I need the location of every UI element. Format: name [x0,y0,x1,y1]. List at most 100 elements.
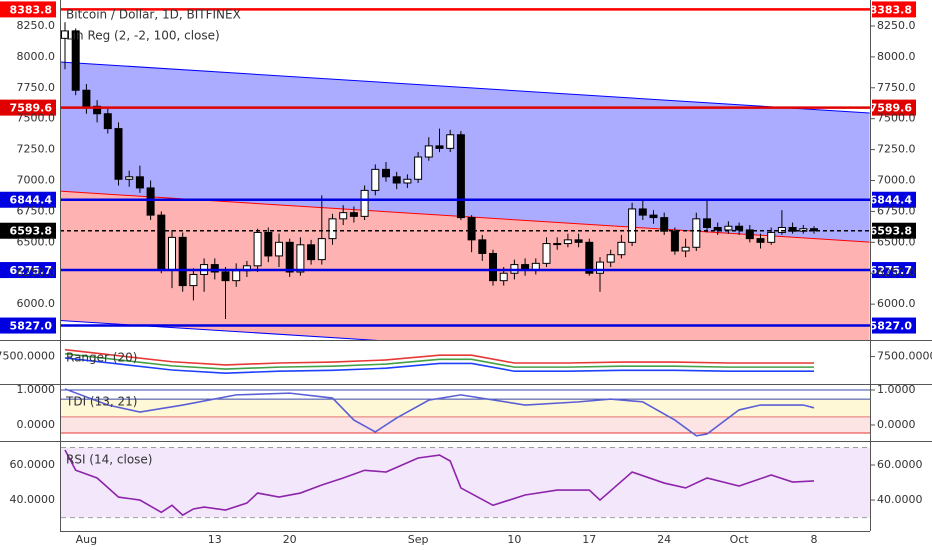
x-tick-label: Oct [730,533,750,546]
indicator-line [64,449,815,517]
candle-body [71,30,80,91]
y-tick-label: 7500.0000 [877,350,932,363]
candle-body [649,214,658,219]
pane-title: Ranger (20) [66,351,137,365]
candle-body [275,241,283,257]
chart-title: Bitcoin / Dollar, 1D, BITFINEX [66,8,241,22]
candle-body [767,231,776,243]
candle-body [114,128,123,180]
y-tick-label: 6500.0 [17,235,56,248]
candle-body [713,226,722,231]
candle-body [670,230,679,252]
y-tick-label: 40.0000 [10,493,56,506]
price-label-box [872,1,916,18]
price-label-box [872,262,916,279]
price-label: 8383.8 [10,3,52,16]
candle-body [253,231,262,267]
candle-body [446,134,455,149]
price-label: 6593.8 [870,225,912,238]
y-tick-label: 6000.0 [17,297,56,310]
candle-body [328,218,337,240]
x-tick-label: 13 [208,533,222,546]
price-label-box [0,317,56,334]
x-tick-label: 8 [811,533,818,546]
pane-title: TDI (13, 21) [65,395,137,409]
price-label: 6844.4 [10,194,53,207]
price-label: 7589.6 [10,102,53,115]
pane-title: RSI (14, close) [66,453,152,467]
candle-body [435,145,444,149]
price-label-box [872,317,916,334]
candle-body [403,178,412,184]
candle-body [788,226,797,232]
candle-body [382,168,390,178]
y-tick-label: 1.0000 [877,383,916,396]
y-tick-label: 6250.0 [17,266,56,279]
y-tick-label: 8000.0 [17,50,56,63]
candle-body [724,225,733,231]
candle-body [553,243,562,246]
channel-lower-line [60,319,379,340]
y-tick-label: 7000.0 [17,174,56,187]
candle-body [606,254,615,263]
y-tick-label: 6750.0 [17,204,56,217]
candle-body [424,145,433,158]
candle-body [745,229,754,240]
candle-body [307,244,316,261]
price-label-box [0,262,56,279]
candle-body [660,217,669,232]
price-label: 7589.6 [870,102,913,115]
candle-body [392,176,401,184]
channel-upper-line [60,61,870,114]
x-tick-label: 10 [507,533,521,546]
candle-body [360,189,369,217]
y-tick-label: 40.0000 [877,493,923,506]
y-tick-label: 8250.0 [877,19,916,32]
candle-body [232,270,241,282]
y-tick-label: 7250.0 [17,143,56,156]
candle-body [61,30,69,39]
candle-body [574,239,583,243]
candle-body [521,264,530,271]
candle-body [317,238,326,261]
price-label: 6844.4 [870,194,913,207]
candle-body [585,241,594,274]
candle-body [596,261,604,274]
candle-body [810,228,818,232]
x-tick-label: 17 [582,533,596,546]
x-tick-label: 24 [657,533,671,546]
candle-body [681,246,690,252]
candle-body [178,236,187,287]
y-tick-label: 6750.0 [877,204,916,217]
x-tick-label: 20 [283,533,297,546]
y-tick-label: 8000.0 [877,50,916,63]
price-label: 5827.0 [10,320,53,333]
candle-body [339,212,348,220]
candle-body [103,113,112,130]
price-label-box [0,222,56,239]
price-label-box [872,222,916,239]
candle-body [189,273,198,287]
y-tick-label: 60.0000 [10,458,56,471]
price-label-box [0,99,56,116]
y-tick-label: 60.0000 [877,458,923,471]
candle-body [414,156,423,180]
y-tick-label: 1.0000 [17,383,56,396]
y-tick-label: 6250.0 [877,266,916,279]
candle-body [499,272,508,282]
price-label: 6275.7 [10,264,52,277]
x-tick-label: Aug [76,533,97,546]
candle-body [168,236,176,271]
price-label: 6275.7 [870,264,912,277]
candle-body [478,239,487,254]
chart-subtitle: Lin Reg (2, -2, 100, close) [66,29,220,43]
candle-body [125,176,134,180]
indicator-line [64,348,814,366]
price-label-box [0,191,56,208]
y-tick-label: 7250.0 [877,143,916,156]
candle-body [617,241,626,256]
y-tick-label: 7500.0000 [0,350,55,363]
candle-body [349,212,358,217]
price-label: 5827.0 [870,320,913,333]
